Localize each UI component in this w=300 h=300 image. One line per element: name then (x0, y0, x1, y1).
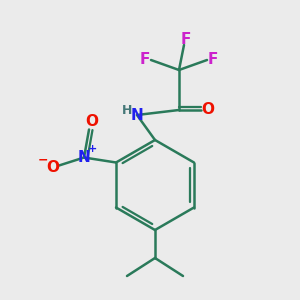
Text: H: H (122, 104, 132, 118)
Text: O: O (85, 114, 98, 129)
Text: −: − (38, 153, 48, 166)
Text: O: O (202, 103, 214, 118)
Text: O: O (46, 160, 59, 175)
Text: F: F (208, 52, 218, 68)
Text: N: N (130, 107, 143, 122)
Text: +: + (87, 145, 97, 154)
Text: F: F (181, 32, 191, 46)
Text: F: F (140, 52, 150, 68)
Text: N: N (78, 150, 90, 165)
